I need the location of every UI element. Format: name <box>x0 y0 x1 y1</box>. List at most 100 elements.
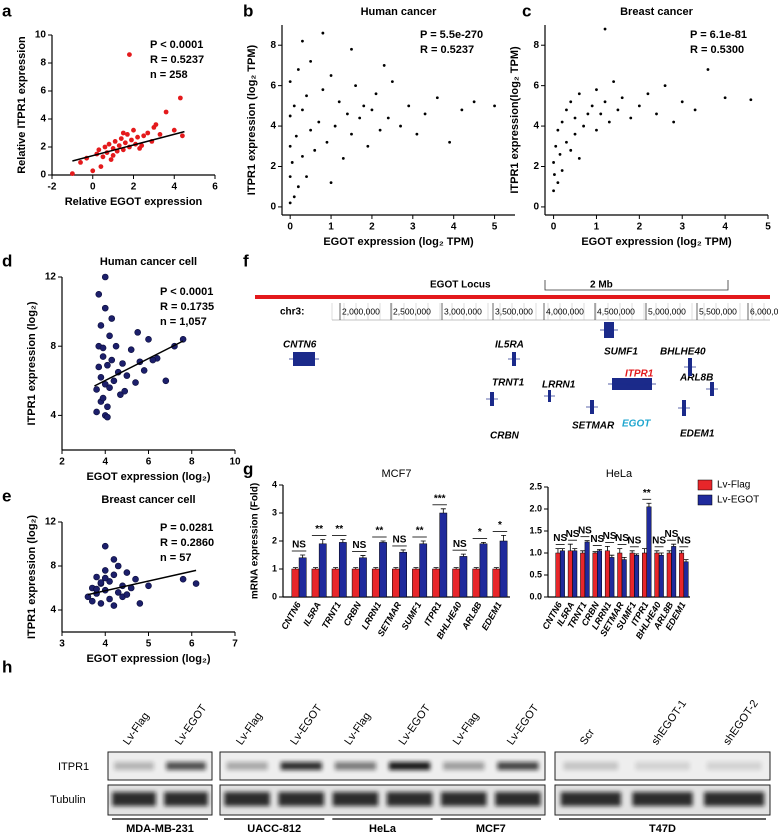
locus-title: EGOT Locus <box>430 280 491 291</box>
point <box>93 386 100 393</box>
point <box>290 161 294 164</box>
point <box>135 134 140 140</box>
error-bar <box>642 548 648 553</box>
bar <box>559 550 565 598</box>
x-tick-label: 2 <box>59 457 65 468</box>
point <box>122 140 128 146</box>
panel-label: b <box>243 1 253 20</box>
x-tick-label: 4 <box>102 639 108 650</box>
y-tick-label: 12 <box>45 517 57 528</box>
point <box>101 574 109 582</box>
error-bar <box>333 567 339 569</box>
point <box>460 108 464 112</box>
point <box>493 104 496 108</box>
point <box>350 47 353 51</box>
bar <box>629 552 635 598</box>
bar <box>642 552 647 598</box>
row-label: Tubulin <box>50 794 86 806</box>
x-tick-label: 2 <box>131 182 137 193</box>
point <box>313 148 317 152</box>
x-tick-label: IL5RA <box>301 600 323 628</box>
x-tick-label: 0 <box>551 222 557 233</box>
point <box>104 361 111 369</box>
chart-title: Human cancer <box>361 6 438 18</box>
panel-label: e <box>2 486 11 505</box>
point <box>110 602 118 609</box>
bar <box>666 552 672 598</box>
error-bar <box>400 549 406 553</box>
error-bar <box>580 550 586 553</box>
point <box>288 175 292 178</box>
point <box>123 591 131 598</box>
point <box>101 273 109 281</box>
y-tick-label: 0 <box>270 202 276 213</box>
error-bar <box>292 567 298 569</box>
y-tick-label: 6 <box>40 86 46 97</box>
error-bar <box>453 567 459 569</box>
point <box>127 52 132 57</box>
annotation: P = 5.5e-270 <box>420 29 483 41</box>
point <box>134 329 141 336</box>
x-axis-label: EGOT expression (log₂ TPM) <box>323 236 474 248</box>
error-bar <box>617 548 623 553</box>
point <box>180 133 185 139</box>
error-bar <box>320 539 326 544</box>
bar <box>597 550 602 598</box>
significance-label: NS <box>603 531 617 542</box>
position-label: 2,000,000 <box>342 306 380 316</box>
point <box>106 578 113 585</box>
point <box>139 143 145 149</box>
x-axis-label: Relative EGOT expression <box>65 196 203 208</box>
point <box>123 372 131 379</box>
point <box>95 363 103 371</box>
error-bar <box>501 535 507 541</box>
error-bar <box>360 555 366 558</box>
x-tick-label: 4 <box>451 222 457 233</box>
chart-title: Human cancer cell <box>100 256 197 268</box>
bar <box>592 552 598 598</box>
point <box>577 92 581 96</box>
y-tick-label: 4 <box>50 605 56 616</box>
point <box>108 315 116 322</box>
y-tick-label: 0.0 <box>529 591 542 601</box>
band <box>332 792 379 806</box>
band <box>704 792 765 806</box>
y-axis-label: ITPR1 expression (log₂) <box>26 301 38 425</box>
point <box>104 403 111 411</box>
significance-label: NS <box>627 535 641 546</box>
point <box>101 567 109 574</box>
point <box>333 124 337 128</box>
x-tick-label: ITPR1 <box>422 600 443 627</box>
point <box>84 593 92 601</box>
band <box>706 762 762 770</box>
bar <box>399 551 407 598</box>
error-bar <box>646 502 652 507</box>
point <box>179 335 187 343</box>
y-tick-label: 1.5 <box>529 525 542 535</box>
x-tick-label: 0 <box>287 222 293 233</box>
point <box>560 169 564 172</box>
bar <box>472 568 481 598</box>
point <box>693 108 697 112</box>
panel-label: c <box>522 1 531 20</box>
x-axis-label: EGOT expression (log₂) <box>86 653 210 665</box>
point <box>163 109 169 115</box>
band <box>334 762 376 770</box>
point <box>192 580 200 587</box>
point <box>612 80 616 83</box>
point <box>88 597 96 605</box>
chart-title: Breast cancer cell <box>101 494 195 506</box>
error-bar <box>592 551 598 553</box>
point <box>162 377 170 385</box>
x-tick-label: 3 <box>679 222 685 233</box>
point <box>151 125 157 130</box>
position-label: 2,500,000 <box>393 306 431 316</box>
point <box>141 133 147 139</box>
band <box>560 792 621 806</box>
point <box>362 104 366 108</box>
panel-label: a <box>2 1 12 20</box>
point <box>118 136 124 142</box>
point <box>565 108 568 112</box>
significance-label: NS <box>566 529 580 540</box>
trend-line <box>72 130 185 162</box>
